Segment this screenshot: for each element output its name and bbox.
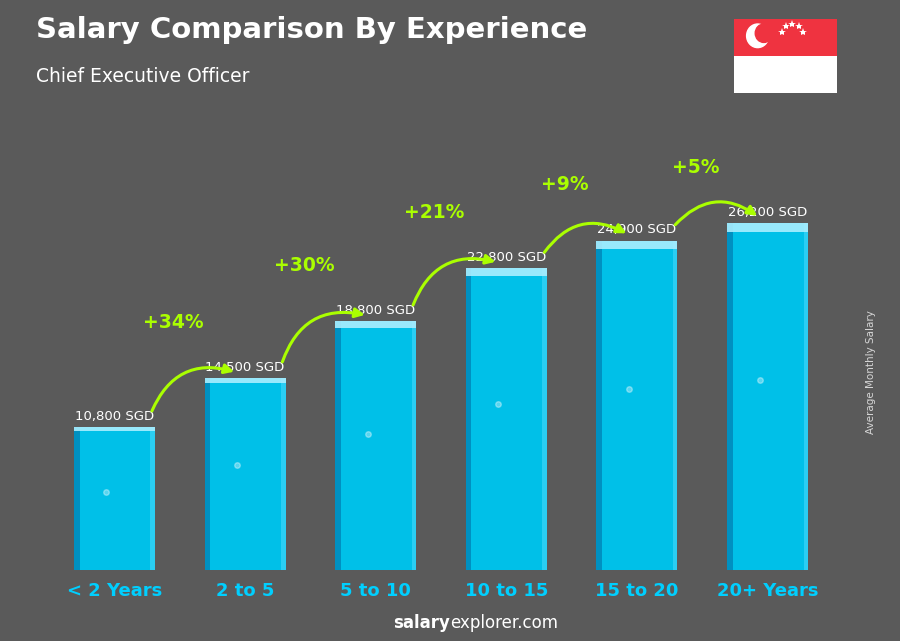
Text: +30%: +30% xyxy=(274,256,334,275)
Bar xyxy=(74,428,155,570)
Bar xyxy=(597,240,602,570)
Bar xyxy=(204,378,285,570)
Text: +9%: +9% xyxy=(541,176,589,194)
Bar xyxy=(74,428,79,570)
Bar xyxy=(150,428,155,570)
Bar xyxy=(74,428,155,431)
Text: Chief Executive Officer: Chief Executive Officer xyxy=(36,67,249,87)
Bar xyxy=(543,269,547,570)
Text: +5%: +5% xyxy=(672,158,719,178)
FancyArrowPatch shape xyxy=(152,365,231,411)
FancyArrowPatch shape xyxy=(283,309,362,362)
Bar xyxy=(673,240,678,570)
Bar xyxy=(727,224,733,570)
Bar xyxy=(204,378,211,570)
Text: Average Monthly Salary: Average Monthly Salary xyxy=(866,310,877,434)
Bar xyxy=(727,224,808,232)
Text: salary: salary xyxy=(393,614,450,632)
Bar xyxy=(804,224,808,570)
Text: 26,200 SGD: 26,200 SGD xyxy=(728,206,807,219)
Bar xyxy=(281,378,285,570)
Bar xyxy=(734,56,837,93)
Bar xyxy=(204,378,285,383)
FancyArrowPatch shape xyxy=(413,256,492,305)
Text: 24,900 SGD: 24,900 SGD xyxy=(598,223,677,236)
Bar xyxy=(411,321,416,570)
Text: explorer.com: explorer.com xyxy=(450,614,558,632)
Bar xyxy=(466,269,547,276)
Bar xyxy=(597,240,678,570)
Bar xyxy=(335,321,341,570)
Bar xyxy=(727,224,808,570)
Text: 22,800 SGD: 22,800 SGD xyxy=(467,251,546,263)
Bar xyxy=(734,19,837,56)
FancyArrowPatch shape xyxy=(544,223,624,253)
FancyArrowPatch shape xyxy=(675,202,754,225)
Bar xyxy=(335,321,416,570)
Text: +34%: +34% xyxy=(143,313,203,332)
Text: 14,500 SGD: 14,500 SGD xyxy=(205,361,284,374)
Circle shape xyxy=(747,24,769,47)
Text: 18,800 SGD: 18,800 SGD xyxy=(336,304,415,317)
Text: Salary Comparison By Experience: Salary Comparison By Experience xyxy=(36,16,587,44)
Bar xyxy=(597,240,678,249)
Bar xyxy=(466,269,547,570)
Bar xyxy=(466,269,472,570)
Text: 10,800 SGD: 10,800 SGD xyxy=(75,410,154,422)
Bar xyxy=(335,321,416,328)
Circle shape xyxy=(755,24,772,42)
Text: +21%: +21% xyxy=(404,203,464,222)
